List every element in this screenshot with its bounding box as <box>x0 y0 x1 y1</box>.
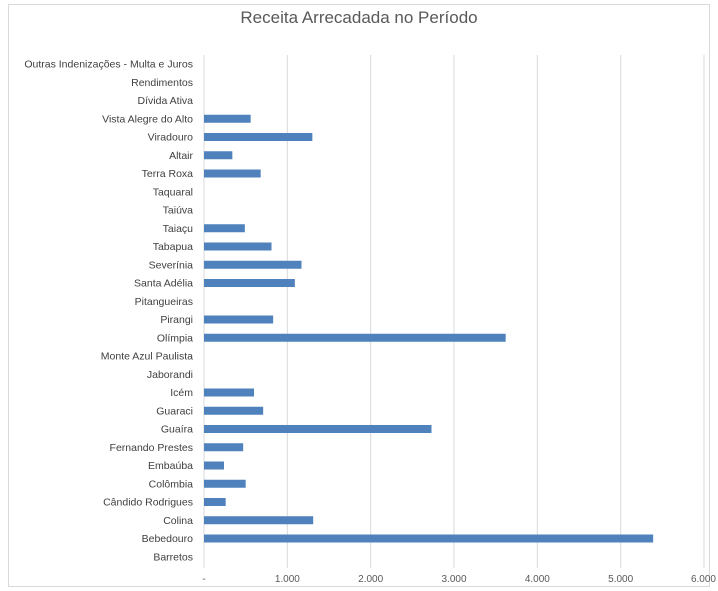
category-label: Barretos <box>153 551 193 563</box>
bar <box>204 406 264 415</box>
x-tick-label: 5.000 <box>608 574 633 585</box>
category-label: Vista Alegre do Alto <box>102 113 193 125</box>
bar <box>204 133 313 141</box>
category-label: Taiaçu <box>163 223 194 235</box>
category-label: Jaborandi <box>147 369 193 381</box>
category-label: Guaíra <box>161 424 193 436</box>
bar <box>204 315 274 324</box>
category-label: Colina <box>163 515 193 527</box>
bar <box>204 242 272 251</box>
category-label: Taquaral <box>153 186 193 198</box>
category-label: Pitangueiras <box>135 296 193 308</box>
category-label: Icém <box>170 387 193 399</box>
category-label: Tabapua <box>153 241 193 253</box>
bar <box>204 388 254 397</box>
category-label: Olímpia <box>157 332 193 344</box>
bars <box>204 114 654 543</box>
bar <box>204 425 432 433</box>
bar <box>204 114 251 123</box>
bar <box>204 333 506 342</box>
category-label: Fernando Prestes <box>110 442 193 454</box>
bar <box>204 479 246 488</box>
category-label: Severínia <box>149 259 194 271</box>
category-label: Outras Indenizações - Multa e Juros <box>24 59 193 71</box>
bar <box>204 279 295 287</box>
category-label: Taiúva <box>163 205 194 217</box>
category-label: Altair <box>169 150 193 162</box>
bar <box>204 260 302 269</box>
x-tick-label: 4.000 <box>525 574 550 585</box>
bar <box>204 534 654 543</box>
x-tick-labels: - 1.000 2.000 3.000 4.000 5.000 6.000 <box>202 574 716 585</box>
category-label: Bebedouro <box>142 533 194 545</box>
x-tick-label: 1.000 <box>275 574 300 585</box>
category-label: Pirangi <box>160 314 193 326</box>
chart-frame <box>8 4 710 587</box>
category-label: Viradouro <box>148 132 193 144</box>
bar <box>204 443 244 452</box>
category-label: Colômbia <box>149 478 194 490</box>
category-label: Terra Roxa <box>142 168 194 180</box>
category-label: Guaraci <box>156 405 193 417</box>
category-label: Monte Azul Paulista <box>101 351 193 363</box>
bar <box>204 224 245 233</box>
category-labels: Outras Indenizações - Multa e Juros Rendi… <box>24 59 193 564</box>
category-label: Rendimentos <box>131 77 193 89</box>
bar <box>204 516 314 525</box>
x-tick-label: 6.000 <box>691 574 716 585</box>
gridlines <box>203 55 705 568</box>
x-tick-label: 3.000 <box>441 574 466 585</box>
bar <box>204 461 224 470</box>
chart-title: Receita Arrecadada no Período <box>240 8 478 27</box>
category-label: Dívida Ativa <box>138 95 194 107</box>
category-label: Embaúba <box>148 460 193 472</box>
bar <box>204 498 226 506</box>
bar <box>204 169 261 178</box>
bar <box>204 151 233 160</box>
category-label: Cândido Rodrigues <box>103 497 193 509</box>
x-tick-label: - <box>202 574 205 585</box>
category-label: Santa Adélia <box>134 278 193 290</box>
x-tick-label: 2.000 <box>358 574 383 585</box>
